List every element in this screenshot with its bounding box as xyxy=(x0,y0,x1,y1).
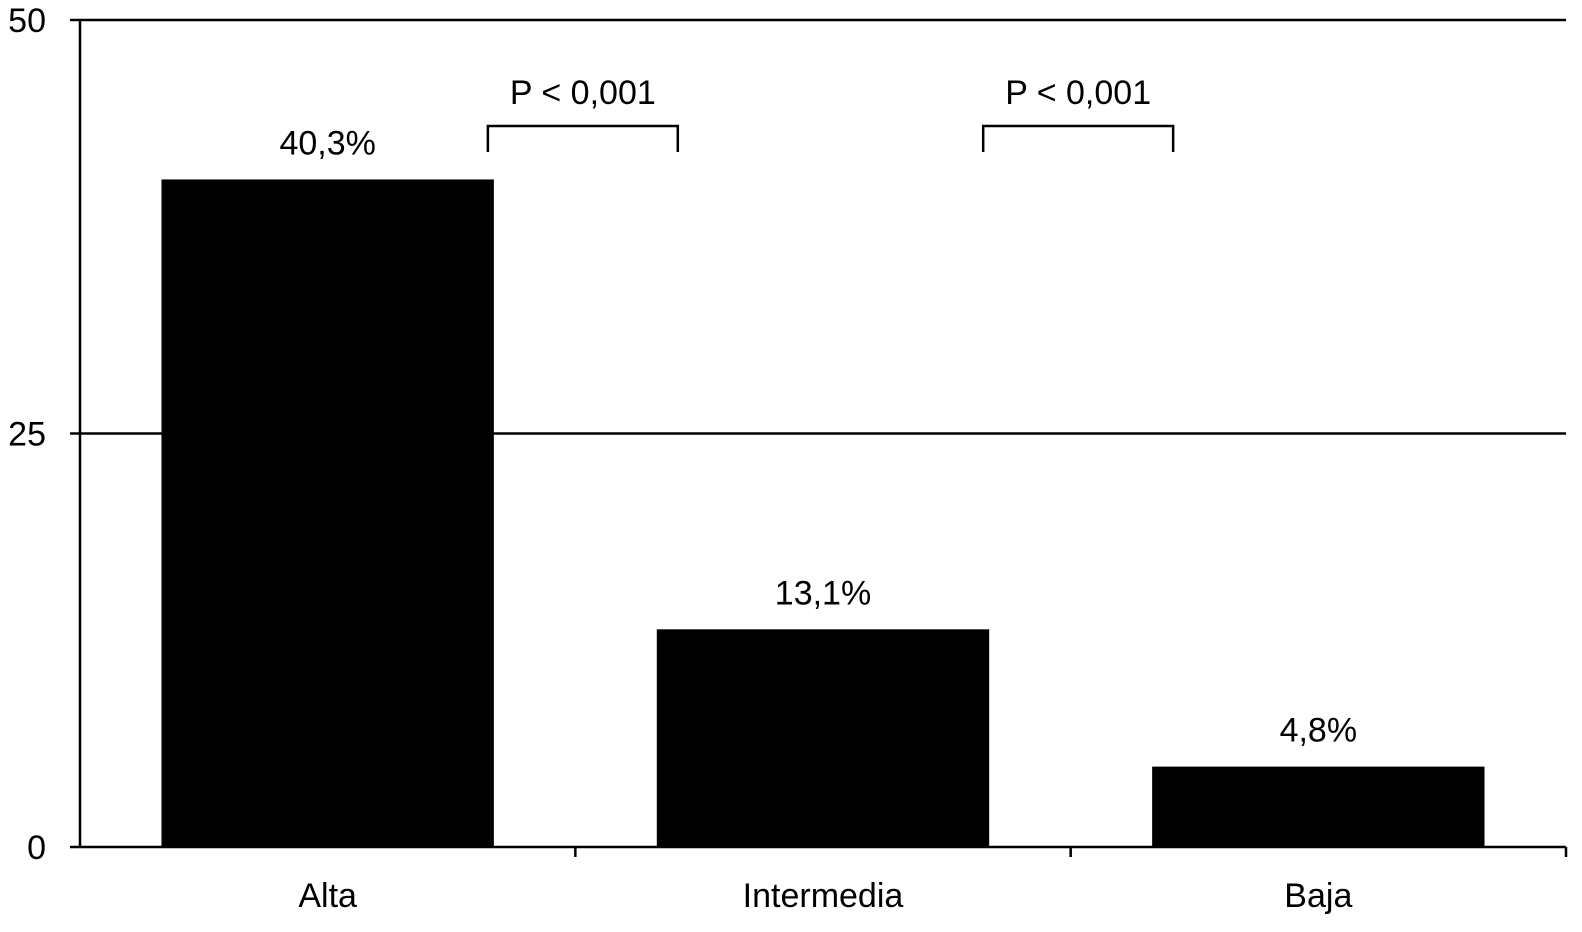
y-tick-label: 25 xyxy=(8,416,46,454)
data-label: 13,1% xyxy=(775,574,871,612)
significance-label: P < 0,001 xyxy=(510,74,656,112)
y-tick-label: 50 xyxy=(8,2,46,40)
data-label: 40,3% xyxy=(279,124,375,162)
bars xyxy=(161,179,1485,849)
significance-bracket xyxy=(981,124,1175,152)
bar-baja xyxy=(1152,766,1485,848)
y-tick-label: 0 xyxy=(27,829,46,867)
significance-annotations: P < 0,001 P < 0,001 xyxy=(486,74,1175,152)
significance-label: P < 0,001 xyxy=(1005,74,1151,112)
bar-alta xyxy=(161,179,494,849)
axes xyxy=(70,18,1568,857)
data-label: 4,8% xyxy=(1280,712,1358,750)
bar-intermedia xyxy=(656,629,990,848)
significance-bracket xyxy=(486,124,680,152)
labels: 0 25 50 Alta Intermedia Baja 40,3% 13,1% 4,8% xyxy=(8,2,1357,915)
x-tick-label: Alta xyxy=(298,877,357,915)
x-tick-label: Baja xyxy=(1284,877,1352,915)
x-tick-label: Intermedia xyxy=(743,877,904,915)
